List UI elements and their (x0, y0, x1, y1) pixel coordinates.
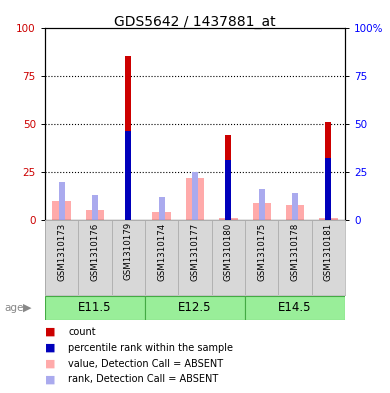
Bar (125, 56, 131, 220)
Bar (159, 197, 165, 220)
Bar (92, 195, 98, 220)
Bar (58, 182, 64, 220)
Bar (219, 218, 238, 220)
Bar (52, 201, 71, 220)
Text: GSM1310177: GSM1310177 (190, 222, 200, 281)
Text: GSM1310179: GSM1310179 (124, 222, 133, 281)
Bar (152, 212, 171, 220)
Bar (245, 220, 278, 295)
Bar (312, 220, 345, 295)
Bar (292, 193, 298, 220)
Text: rank, Detection Call = ABSENT: rank, Detection Call = ABSENT (68, 374, 218, 384)
Bar (286, 205, 304, 220)
Text: ■: ■ (45, 358, 55, 369)
Text: E12.5: E12.5 (178, 301, 212, 314)
Bar (253, 203, 271, 220)
Bar (45, 220, 78, 295)
Text: GSM1310173: GSM1310173 (57, 222, 66, 281)
Bar (45, 296, 145, 320)
Bar (212, 220, 245, 295)
Text: ■: ■ (45, 343, 55, 353)
Text: GSM1310175: GSM1310175 (257, 222, 266, 281)
Text: value, Detection Call = ABSENT: value, Detection Call = ABSENT (68, 358, 223, 369)
Text: ▶: ▶ (23, 303, 31, 313)
Bar (78, 220, 112, 295)
Text: percentile rank within the sample: percentile rank within the sample (68, 343, 233, 353)
Bar (326, 158, 332, 220)
Text: GDS5642 / 1437881_at: GDS5642 / 1437881_at (114, 15, 276, 29)
Text: GSM1310174: GSM1310174 (157, 222, 166, 281)
Bar (225, 135, 231, 220)
Text: ■: ■ (45, 327, 55, 337)
Text: E14.5: E14.5 (278, 301, 312, 314)
Bar (319, 218, 338, 220)
Text: age: age (5, 303, 24, 313)
Text: GSM1310178: GSM1310178 (291, 222, 300, 281)
Bar (192, 172, 198, 220)
Text: E11.5: E11.5 (78, 301, 112, 314)
Text: GSM1310176: GSM1310176 (90, 222, 99, 281)
Bar (145, 296, 245, 320)
Bar (112, 220, 145, 295)
Text: ■: ■ (45, 374, 55, 384)
Bar (145, 220, 178, 295)
Bar (186, 178, 204, 220)
Bar (86, 211, 104, 220)
Text: GSM1310180: GSM1310180 (224, 222, 233, 281)
Bar (225, 160, 231, 220)
Bar (178, 220, 212, 295)
Bar (245, 296, 345, 320)
Bar (125, 132, 131, 220)
Bar (259, 189, 265, 220)
Text: GSM1310181: GSM1310181 (324, 222, 333, 281)
Bar (278, 220, 312, 295)
Bar (326, 122, 332, 220)
Text: count: count (68, 327, 96, 337)
